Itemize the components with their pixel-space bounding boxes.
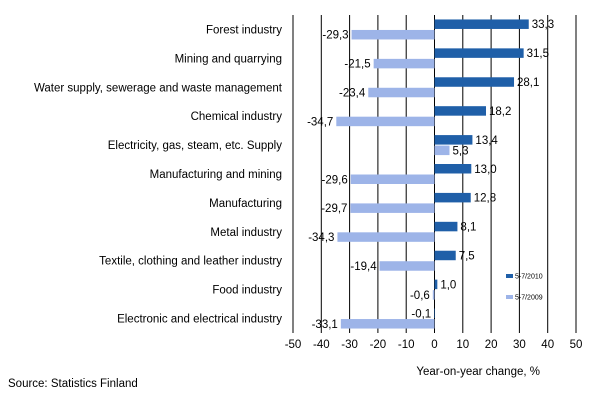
data-label: -29,7 (321, 203, 347, 215)
data-label: 33,3 (532, 19, 554, 31)
data-label: 28,1 (517, 77, 539, 89)
data-label: 5,3 (452, 145, 468, 157)
data-label: 31,5 (527, 48, 549, 60)
source-note: Source: Statistics Finland (8, 378, 138, 390)
bar-2010 (434, 19, 529, 29)
data-labels: 33,3 -29,3 31,5 -21,5 28,1 -23,4 18,2 -34,7 13,4… (307, 19, 554, 331)
bar-2009 (368, 87, 435, 98)
bar-2010 (434, 48, 524, 58)
category-labels: Forest industry Mining and quarrying Water… (34, 24, 283, 325)
bar-2010 (434, 221, 458, 232)
bar-2010 (434, 250, 456, 261)
category-label: Textile, clothing and leather industry (99, 256, 282, 268)
category-label: Chemical industry (191, 111, 283, 123)
data-label: -21,5 (344, 59, 370, 71)
x-tick-label: -30 (341, 339, 358, 351)
data-label: 7,5 (459, 250, 475, 262)
bar-2009 (351, 29, 435, 40)
bar-2009 (434, 145, 450, 156)
legend: 5-7/2010 5-7/2009 (506, 274, 543, 302)
data-label: -29,6 (322, 174, 348, 186)
category-label: Forest industry (206, 24, 282, 36)
category-label: Food industry (212, 285, 282, 297)
category-label: Electricity, gas, steam, etc. Supply (108, 140, 283, 152)
data-label: -0,1 (411, 308, 431, 320)
bar-2009 (350, 203, 435, 213)
legend-swatch (506, 295, 513, 299)
bar-2010 (434, 135, 473, 145)
data-label: 13,0 (474, 164, 496, 176)
data-label: 1,0 (440, 279, 456, 291)
data-label: 13,4 (475, 135, 498, 147)
bar-2009 (340, 319, 435, 329)
data-label: -0,6 (410, 290, 430, 302)
data-label: -29,3 (322, 30, 348, 42)
bar-2009 (337, 232, 435, 242)
legend-label: 5-7/2009 (515, 295, 543, 302)
bar-2009 (432, 290, 435, 300)
x-tick-label: 40 (541, 339, 554, 351)
data-label: -34,3 (308, 232, 334, 244)
category-label: Water supply, sewerage and waste managem… (34, 82, 283, 94)
bar-2009 (350, 174, 435, 184)
x-tick-label: -40 (313, 339, 330, 351)
data-label: -34,7 (307, 116, 333, 128)
bar-2010 (434, 77, 515, 87)
x-tick-label: -10 (398, 339, 415, 351)
bar-2010 (434, 279, 438, 290)
data-label: -33,1 (312, 319, 338, 331)
bar-2010 (434, 164, 472, 174)
bar-2009 (379, 261, 435, 271)
bar-2010 (434, 308, 435, 319)
x-tick-label: 10 (456, 339, 469, 351)
category-label: Metal industry (210, 227, 282, 239)
x-axis-tick-labels: -50 -40 -30 -20 -10 0 10 20 30 40 50 (285, 339, 583, 351)
category-label: Electronic and electrical industry (117, 314, 282, 326)
data-label: 12,8 (474, 193, 496, 205)
x-tick-label: -50 (285, 339, 302, 351)
bar-2009 (336, 116, 435, 127)
x-tick-label: 50 (570, 339, 583, 351)
x-tick-label: 20 (485, 339, 498, 351)
category-label: Mining and quarrying (175, 53, 282, 65)
bar-2010 (434, 192, 471, 203)
x-tick-label: -20 (370, 339, 387, 351)
x-axis-label: Year-on-year change, % (416, 366, 540, 378)
category-label: Manufacturing and mining (150, 169, 282, 181)
x-tick-label: 0 (431, 339, 437, 351)
legend-swatch (506, 274, 513, 278)
data-label: 18,2 (489, 106, 511, 118)
data-label: 8,1 (460, 222, 476, 234)
x-tick-label: 30 (513, 339, 526, 351)
bar-2009 (373, 58, 435, 69)
category-label: Manufacturing (209, 198, 282, 210)
data-label: -23,4 (339, 88, 366, 100)
legend-label: 5-7/2010 (515, 274, 543, 281)
data-label: -19,4 (350, 261, 377, 273)
bars (336, 19, 529, 329)
bar-2010 (434, 106, 487, 116)
